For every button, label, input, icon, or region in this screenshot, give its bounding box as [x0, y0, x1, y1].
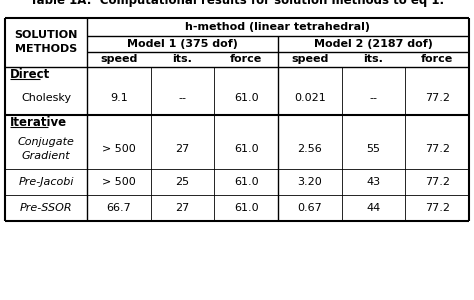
Text: force: force	[230, 55, 262, 64]
Text: 0.021: 0.021	[294, 93, 326, 103]
Text: > 500: > 500	[102, 177, 136, 187]
Text: Table 1A:  Computational results for solution methods to eq 1.: Table 1A: Computational results for solu…	[30, 0, 444, 7]
Text: 43: 43	[366, 177, 381, 187]
Text: Conjugate
Gradient: Conjugate Gradient	[18, 137, 74, 161]
Text: 77.2: 77.2	[425, 144, 450, 154]
Text: force: force	[421, 55, 453, 64]
Text: its.: its.	[364, 55, 383, 64]
Text: 61.0: 61.0	[234, 177, 258, 187]
Text: its.: its.	[173, 55, 192, 64]
Text: speed: speed	[291, 55, 328, 64]
Text: 61.0: 61.0	[234, 203, 258, 213]
Text: speed: speed	[100, 55, 137, 64]
Text: 27: 27	[175, 144, 190, 154]
Text: Model 1 (375 dof): Model 1 (375 dof)	[127, 39, 238, 49]
Text: 0.67: 0.67	[298, 203, 322, 213]
Text: 61.0: 61.0	[234, 93, 258, 103]
Text: 2.56: 2.56	[298, 144, 322, 154]
Text: Pre-SSOR: Pre-SSOR	[20, 203, 73, 213]
Text: 3.20: 3.20	[298, 177, 322, 187]
Text: 9.1: 9.1	[110, 93, 128, 103]
Text: 77.2: 77.2	[425, 177, 450, 187]
Text: 25: 25	[175, 177, 190, 187]
Text: Direct: Direct	[10, 68, 50, 80]
Text: 66.7: 66.7	[107, 203, 131, 213]
Text: Cholesky: Cholesky	[21, 93, 71, 103]
Text: Model 2 (2187 dof): Model 2 (2187 dof)	[314, 39, 433, 49]
Text: h-method (linear tetrahedral): h-method (linear tetrahedral)	[185, 22, 371, 32]
Text: Pre-Jacobi: Pre-Jacobi	[18, 177, 74, 187]
Text: 55: 55	[366, 144, 381, 154]
Text: 44: 44	[366, 203, 381, 213]
Text: SOLUTION
METHODS: SOLUTION METHODS	[14, 31, 78, 55]
Text: --: --	[179, 93, 186, 103]
Text: 61.0: 61.0	[234, 144, 258, 154]
Text: 77.2: 77.2	[425, 203, 450, 213]
Text: > 500: > 500	[102, 144, 136, 154]
Text: 27: 27	[175, 203, 190, 213]
Text: --: --	[370, 93, 377, 103]
Text: Iterative: Iterative	[10, 116, 67, 128]
Text: 77.2: 77.2	[425, 93, 450, 103]
